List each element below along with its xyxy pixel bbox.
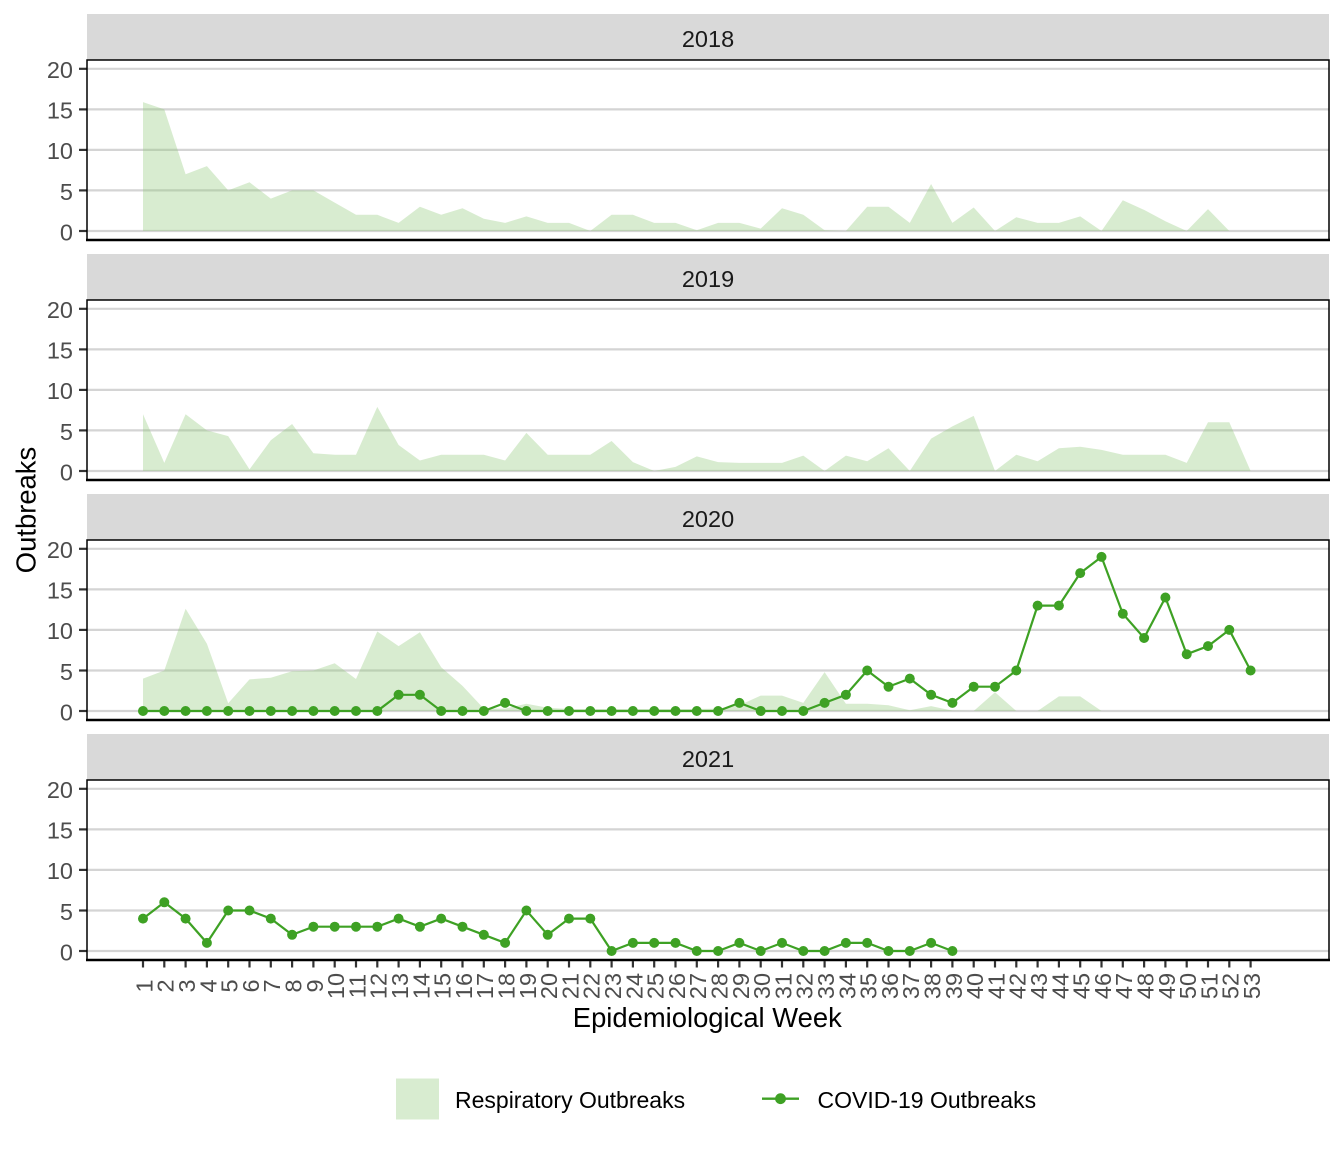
svg-text:0: 0 bbox=[60, 939, 73, 965]
svg-text:22: 22 bbox=[579, 973, 605, 999]
svg-text:17: 17 bbox=[472, 973, 498, 999]
svg-text:2019: 2019 bbox=[682, 266, 734, 292]
svg-text:12: 12 bbox=[366, 973, 392, 999]
svg-text:42: 42 bbox=[1005, 973, 1031, 999]
svg-text:52: 52 bbox=[1218, 973, 1244, 999]
svg-text:30: 30 bbox=[749, 973, 775, 999]
svg-text:38: 38 bbox=[920, 973, 946, 999]
svg-text:29: 29 bbox=[728, 973, 754, 999]
svg-text:15: 15 bbox=[47, 818, 73, 844]
svg-text:20: 20 bbox=[47, 57, 73, 83]
svg-text:27: 27 bbox=[685, 973, 711, 999]
svg-text:43: 43 bbox=[1026, 973, 1052, 999]
svg-text:25: 25 bbox=[643, 973, 669, 999]
svg-text:50: 50 bbox=[1175, 973, 1201, 999]
svg-text:15: 15 bbox=[47, 578, 73, 604]
svg-text:0: 0 bbox=[60, 699, 73, 725]
svg-text:47: 47 bbox=[1111, 973, 1137, 999]
svg-text:19: 19 bbox=[515, 973, 541, 999]
svg-text:46: 46 bbox=[1090, 973, 1116, 999]
svg-text:20: 20 bbox=[536, 973, 562, 999]
svg-text:20: 20 bbox=[47, 297, 73, 323]
svg-text:16: 16 bbox=[451, 973, 477, 999]
svg-text:5: 5 bbox=[217, 979, 243, 992]
svg-text:10: 10 bbox=[47, 618, 73, 644]
svg-text:28: 28 bbox=[707, 973, 733, 999]
svg-text:1: 1 bbox=[131, 979, 157, 992]
svg-text:32: 32 bbox=[792, 973, 818, 999]
svg-text:15: 15 bbox=[47, 98, 73, 124]
svg-text:21: 21 bbox=[557, 973, 583, 999]
svg-text:0: 0 bbox=[60, 219, 73, 245]
svg-text:35: 35 bbox=[856, 973, 882, 999]
svg-text:51: 51 bbox=[1196, 973, 1222, 999]
svg-text:10: 10 bbox=[47, 378, 73, 404]
svg-text:39: 39 bbox=[941, 973, 967, 999]
svg-text:9: 9 bbox=[302, 979, 328, 992]
svg-text:49: 49 bbox=[1154, 973, 1180, 999]
svg-text:44: 44 bbox=[1047, 973, 1073, 999]
svg-text:Epidemiological Week: Epidemiological Week bbox=[573, 1002, 842, 1033]
svg-text:2018: 2018 bbox=[682, 26, 734, 52]
svg-text:31: 31 bbox=[770, 973, 796, 999]
svg-text:5: 5 bbox=[60, 659, 73, 685]
svg-text:14: 14 bbox=[408, 973, 434, 999]
svg-text:40: 40 bbox=[962, 973, 988, 999]
svg-text:34: 34 bbox=[834, 973, 860, 999]
svg-text:10: 10 bbox=[47, 858, 73, 884]
svg-text:36: 36 bbox=[877, 973, 903, 999]
svg-text:26: 26 bbox=[664, 973, 690, 999]
svg-text:24: 24 bbox=[621, 973, 647, 999]
svg-text:33: 33 bbox=[813, 973, 839, 999]
svg-text:3: 3 bbox=[174, 979, 200, 992]
svg-text:53: 53 bbox=[1239, 973, 1265, 999]
svg-text:7: 7 bbox=[259, 979, 285, 992]
svg-text:5: 5 bbox=[60, 899, 73, 925]
svg-text:15: 15 bbox=[47, 338, 73, 364]
svg-text:2: 2 bbox=[153, 979, 179, 992]
svg-text:2021: 2021 bbox=[682, 746, 734, 772]
svg-text:Outbreaks: Outbreaks bbox=[10, 447, 41, 573]
svg-text:11: 11 bbox=[344, 974, 370, 998]
svg-text:41: 41 bbox=[983, 973, 1009, 999]
svg-text:15: 15 bbox=[430, 973, 456, 999]
svg-text:18: 18 bbox=[494, 973, 520, 999]
svg-text:23: 23 bbox=[600, 973, 626, 999]
svg-text:45: 45 bbox=[1069, 973, 1095, 999]
svg-text:5: 5 bbox=[60, 179, 73, 205]
svg-text:13: 13 bbox=[387, 973, 413, 999]
svg-text:48: 48 bbox=[1133, 973, 1159, 999]
svg-text:10: 10 bbox=[47, 138, 73, 164]
svg-text:5: 5 bbox=[60, 419, 73, 445]
svg-text:Respiratory Outbreaks: Respiratory Outbreaks bbox=[455, 1087, 685, 1113]
svg-text:0: 0 bbox=[60, 459, 73, 485]
svg-text:8: 8 bbox=[281, 979, 307, 992]
svg-text:20: 20 bbox=[47, 777, 73, 803]
svg-text:20: 20 bbox=[47, 537, 73, 563]
svg-text:6: 6 bbox=[238, 979, 264, 992]
svg-text:10: 10 bbox=[323, 973, 349, 999]
svg-text:2020: 2020 bbox=[682, 506, 734, 532]
svg-text:37: 37 bbox=[898, 973, 924, 999]
svg-text:COVID-19 Outbreaks: COVID-19 Outbreaks bbox=[818, 1087, 1037, 1113]
svg-text:4: 4 bbox=[195, 979, 221, 992]
